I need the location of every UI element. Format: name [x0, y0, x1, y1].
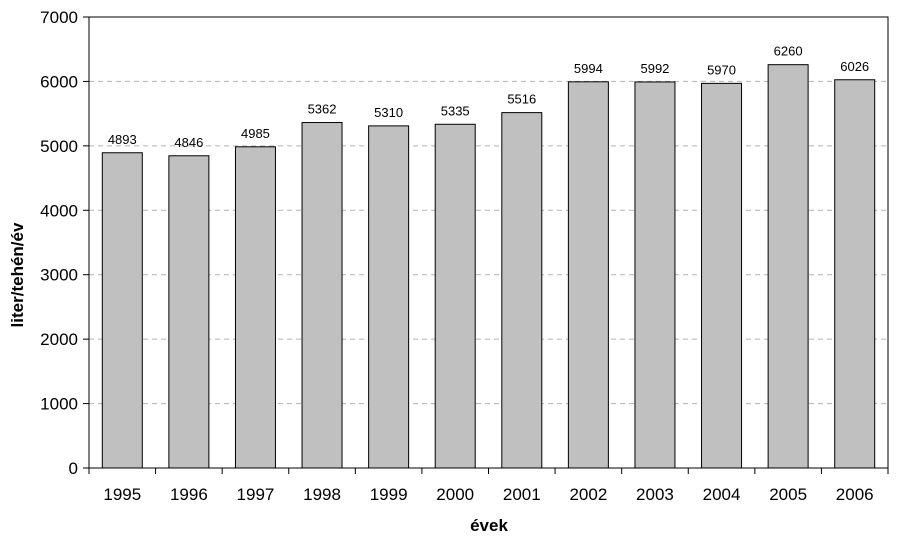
y-tick-label: 1000 — [40, 395, 78, 414]
x-tick-label-1996: 1996 — [170, 485, 208, 504]
y-tick-label: 0 — [69, 459, 78, 478]
bars — [101, 64, 876, 469]
x-tick-label-2005: 2005 — [769, 485, 807, 504]
data-label-1996: 4846 — [174, 135, 203, 150]
bar-2000 — [434, 123, 476, 469]
data-label-1997: 4985 — [241, 126, 270, 141]
data-label-2001: 5516 — [507, 92, 536, 107]
y-tick-label: 4000 — [40, 201, 78, 220]
y-tick-label: 5000 — [40, 137, 78, 156]
data-label-1998: 5362 — [308, 102, 337, 117]
x-tick-label-1997: 1997 — [237, 485, 275, 504]
bar-2004 — [701, 82, 743, 469]
bar-1997 — [234, 146, 276, 469]
bar-2002 — [567, 81, 609, 469]
bar-1996 — [168, 155, 210, 469]
y-tick-label: 3000 — [40, 266, 78, 285]
x-tick-label-1998: 1998 — [303, 485, 341, 504]
x-tick-label-2001: 2001 — [503, 485, 541, 504]
x-tick-label-2002: 2002 — [569, 485, 607, 504]
x-tick-label-2006: 2006 — [836, 485, 874, 504]
bar-1999 — [368, 125, 410, 469]
bar-2003 — [634, 81, 676, 469]
x-tick-labels: 1995 1996 1997 1998 1999 2000 2001 2002 2003 2004… — [103, 485, 873, 504]
data-label-2005: 6260 — [774, 44, 803, 59]
bar-2005 — [767, 64, 809, 469]
axes — [83, 16, 889, 474]
data-label-2002: 5994 — [574, 61, 603, 76]
bar-1995 — [101, 152, 143, 469]
x-tick-label-1999: 1999 — [370, 485, 408, 504]
data-label-2006: 6026 — [840, 59, 869, 74]
gridlines — [89, 80, 888, 405]
data-label-2000: 5335 — [441, 103, 470, 118]
data-label-1999: 5310 — [374, 105, 403, 120]
x-tick-label-1995: 1995 — [103, 485, 141, 504]
data-label-2004: 5970 — [707, 62, 736, 77]
y-tick-labels: 0 1000 2000 3000 4000 5000 6000 7000 — [40, 8, 78, 478]
x-tick-label-2003: 2003 — [636, 485, 674, 504]
y-tick-label: 7000 — [40, 8, 78, 27]
y-tick-label: 6000 — [40, 72, 78, 91]
bar-2001 — [501, 112, 543, 469]
bar-2006 — [834, 79, 876, 469]
x-tick-label-2004: 2004 — [703, 485, 741, 504]
data-label-1995: 4893 — [108, 132, 137, 147]
data-labels: 4893 4846 4985 5362 5310 5335 5516 5994 5992 5970… — [108, 44, 869, 150]
bar-1998 — [301, 122, 343, 469]
y-axis-title: liter/tehén/év — [8, 222, 27, 327]
data-label-2003: 5992 — [640, 61, 669, 76]
x-tick-label-2000: 2000 — [436, 485, 474, 504]
y-tick-label: 2000 — [40, 330, 78, 349]
x-axis-title: évek — [470, 516, 508, 535]
